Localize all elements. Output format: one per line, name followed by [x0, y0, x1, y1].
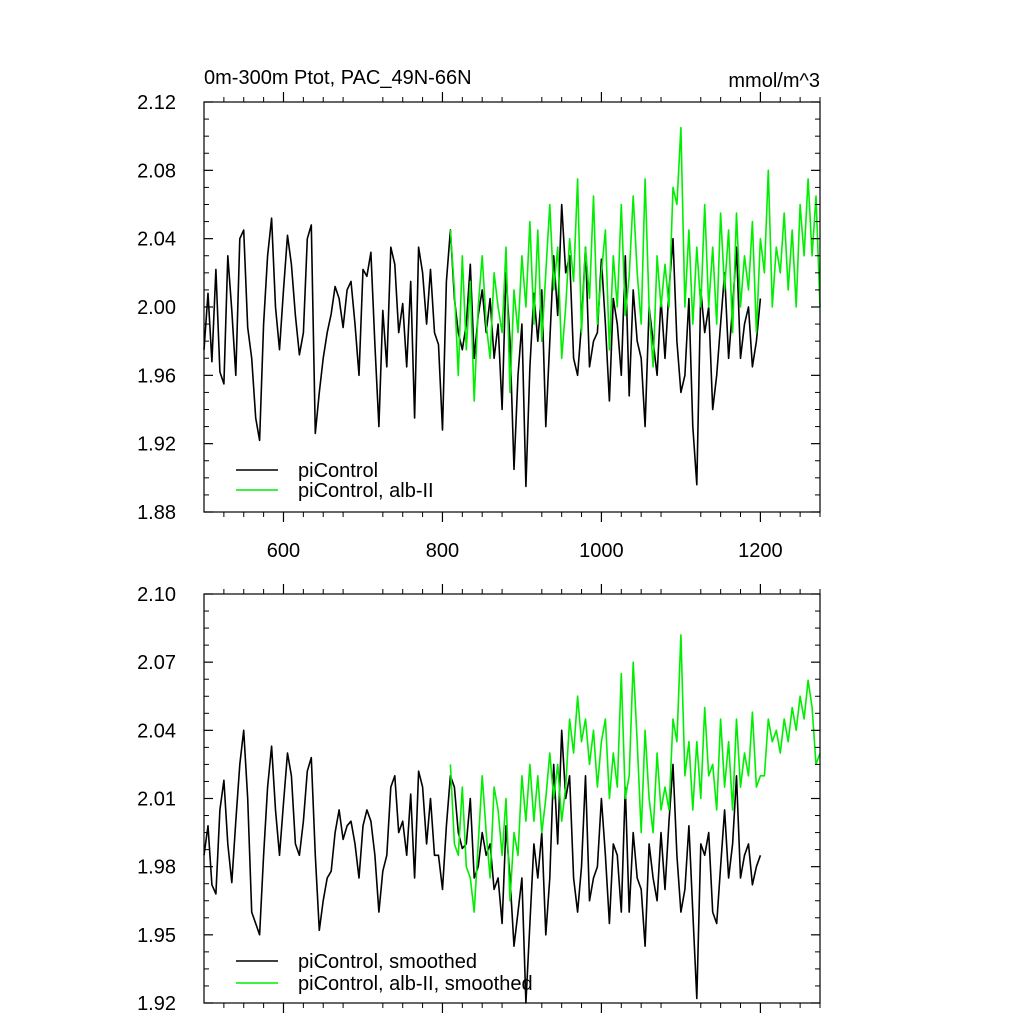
- top-series-line-picontrol: [203, 203, 762, 488]
- bottom-series-line-alb-ii: [449, 634, 821, 913]
- top-plot-frame: [203, 101, 821, 513]
- top-y-tick-label: 2.08: [137, 160, 176, 182]
- bottom-y-tick-label: 2.04: [137, 720, 176, 742]
- bottom-y-tick-label: 1.92: [137, 993, 176, 1015]
- top-legend-label-picontrol: piControl: [298, 460, 378, 482]
- bottom-y-tick-label: 2.07: [137, 652, 176, 674]
- top-series-line-alb-ii: [449, 126, 821, 402]
- top-legend-label-alb-ii: piControl, alb-II: [298, 480, 434, 502]
- top-x-tick-label: 1200: [738, 540, 783, 562]
- bottom-y-tick-label: 1.98: [137, 857, 176, 879]
- top-y-tick-label: 1.92: [137, 434, 176, 456]
- top-x-tick-label: 800: [426, 540, 459, 562]
- bottom-y-tick-label: 1.95: [137, 925, 176, 947]
- top-x-tick-label: 1000: [579, 540, 624, 562]
- top-y-tick-label: 2.00: [137, 297, 176, 319]
- top-x-tick-label: 600: [267, 540, 300, 562]
- bottom-series-line-picontrol: [203, 729, 762, 1004]
- top-y-tick-label: 2.04: [137, 229, 176, 251]
- bottom-legend-label-alb-ii: piControl, alb-II, smoothed: [298, 973, 533, 995]
- top-panel: 0m-300m Ptot, PAC_49N-66N mmol/m^3 1.88 1…: [137, 67, 821, 562]
- top-y-tick-label: 2.12: [137, 92, 176, 114]
- bottom-panel: 1.92 1.95 1.98 2.01 2.04 2.07 2.10 piControl, s…: [137, 584, 821, 1015]
- top-y-tick-label: 1.88: [137, 502, 176, 524]
- top-y-tick-label: 1.96: [137, 365, 176, 387]
- bottom-plot-frame: [203, 593, 821, 1004]
- top-chart-title: 0m-300m Ptot, PAC_49N-66N: [204, 67, 472, 89]
- bottom-legend-label-picontrol: piControl, smoothed: [298, 951, 477, 973]
- top-chart-units: mmol/m^3: [728, 70, 820, 92]
- bottom-y-tick-label: 2.01: [137, 789, 176, 811]
- bottom-y-tick-label: 2.10: [137, 584, 176, 606]
